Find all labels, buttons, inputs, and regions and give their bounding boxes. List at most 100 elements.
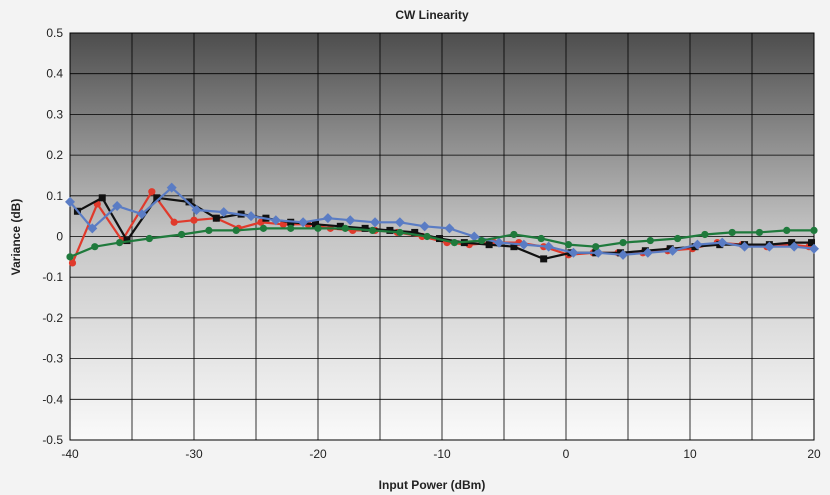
- x-tick-label: -40: [61, 447, 79, 461]
- data-point: [764, 241, 775, 252]
- data-point: [518, 239, 529, 250]
- data-point: [259, 224, 268, 232]
- data-point: [370, 217, 381, 228]
- data-point: [783, 226, 791, 234]
- x-axis: -40 -30 -20 -10 0 10 20: [61, 447, 821, 461]
- data-point: [411, 228, 419, 236]
- series-group: [65, 182, 819, 267]
- y-axis: -0.5 -0.4 -0.3 -0.2 -0.1 0 0.1 0.2 0.3 0.4 0.5: [42, 26, 63, 447]
- data-point: [148, 188, 156, 196]
- data-point: [191, 205, 202, 216]
- plot-border: [69, 32, 815, 441]
- data-point: [279, 220, 287, 228]
- data-point: [618, 249, 629, 260]
- x-tick-label: 0: [563, 447, 570, 461]
- y-tick-label: -0.5: [42, 433, 63, 447]
- data-point: [568, 247, 579, 258]
- data-point: [232, 226, 240, 234]
- data-point: [396, 228, 404, 237]
- data-point: [592, 243, 600, 251]
- data-point: [136, 209, 147, 220]
- series-4: [66, 224, 818, 261]
- y-tick-label: -0.2: [42, 311, 63, 325]
- data-point: [205, 226, 213, 234]
- data-point: [537, 234, 545, 243]
- y-axis-label: Variance (dB): [9, 199, 23, 276]
- data-point: [755, 228, 764, 237]
- data-point: [368, 226, 377, 234]
- data-point: [246, 211, 257, 222]
- data-point: [701, 230, 709, 239]
- data-point: [116, 239, 124, 247]
- data-point: [728, 228, 736, 237]
- data-point: [540, 255, 548, 263]
- y-tick-label: 0.3: [46, 107, 63, 121]
- data-point: [65, 196, 75, 207]
- data-point: [444, 223, 455, 234]
- x-tick-label: 10: [683, 447, 697, 461]
- data-point: [386, 226, 394, 234]
- data-point: [808, 239, 816, 247]
- data-point: [419, 221, 430, 232]
- data-point: [270, 215, 281, 226]
- data-point: [667, 245, 678, 256]
- data-point: [190, 216, 198, 224]
- data-point: [212, 214, 220, 222]
- data-point: [619, 239, 627, 247]
- data-point: [145, 234, 153, 243]
- data-point: [91, 243, 99, 251]
- data-point: [494, 237, 505, 248]
- data-point: [322, 213, 333, 224]
- data-point: [312, 220, 320, 228]
- x-tick-label: -20: [309, 447, 327, 461]
- x-tick-label: -10: [433, 447, 451, 461]
- series-line: [71, 190, 810, 264]
- data-point: [153, 194, 161, 202]
- data-point: [510, 243, 518, 251]
- y-tick-label: 0.4: [46, 67, 63, 81]
- y-tick-label: 0.2: [46, 148, 63, 162]
- data-point: [112, 200, 123, 211]
- data-point: [739, 241, 750, 252]
- data-point: [287, 224, 295, 232]
- x-tick-label: 20: [807, 447, 821, 461]
- data-point: [336, 222, 344, 230]
- series-line: [69, 227, 814, 258]
- series-3: [65, 182, 819, 260]
- data-point: [674, 234, 682, 243]
- chart-title: CW Linearity: [395, 8, 469, 22]
- data-point: [543, 241, 554, 252]
- data-point: [717, 237, 728, 248]
- data-point: [298, 217, 309, 228]
- data-point: [87, 223, 98, 234]
- y-tick-label: -0.4: [42, 392, 63, 406]
- data-point: [394, 217, 405, 228]
- data-point: [66, 253, 74, 261]
- x-axis-label: Input Power (dBm): [379, 478, 486, 492]
- data-point: [68, 259, 77, 267]
- data-point: [788, 239, 796, 247]
- x-tick-label: -30: [185, 447, 203, 461]
- y-tick-label: -0.1: [42, 270, 63, 284]
- data-point: [423, 232, 431, 241]
- data-point: [692, 239, 703, 250]
- data-point: [218, 207, 229, 218]
- data-point: [178, 230, 186, 239]
- data-point: [170, 218, 178, 226]
- data-point: [642, 247, 653, 258]
- data-point: [314, 224, 322, 232]
- data-point: [593, 247, 604, 258]
- y-tick-label: 0.1: [46, 189, 63, 203]
- data-point: [510, 230, 518, 239]
- data-point: [98, 194, 106, 202]
- data-point: [810, 226, 818, 234]
- y-tick-label: -0.3: [42, 352, 63, 366]
- data-point: [485, 241, 493, 249]
- data-point: [166, 182, 177, 193]
- data-point: [564, 241, 573, 249]
- data-point: [809, 243, 819, 254]
- data-point: [469, 231, 480, 242]
- data-point: [361, 224, 369, 232]
